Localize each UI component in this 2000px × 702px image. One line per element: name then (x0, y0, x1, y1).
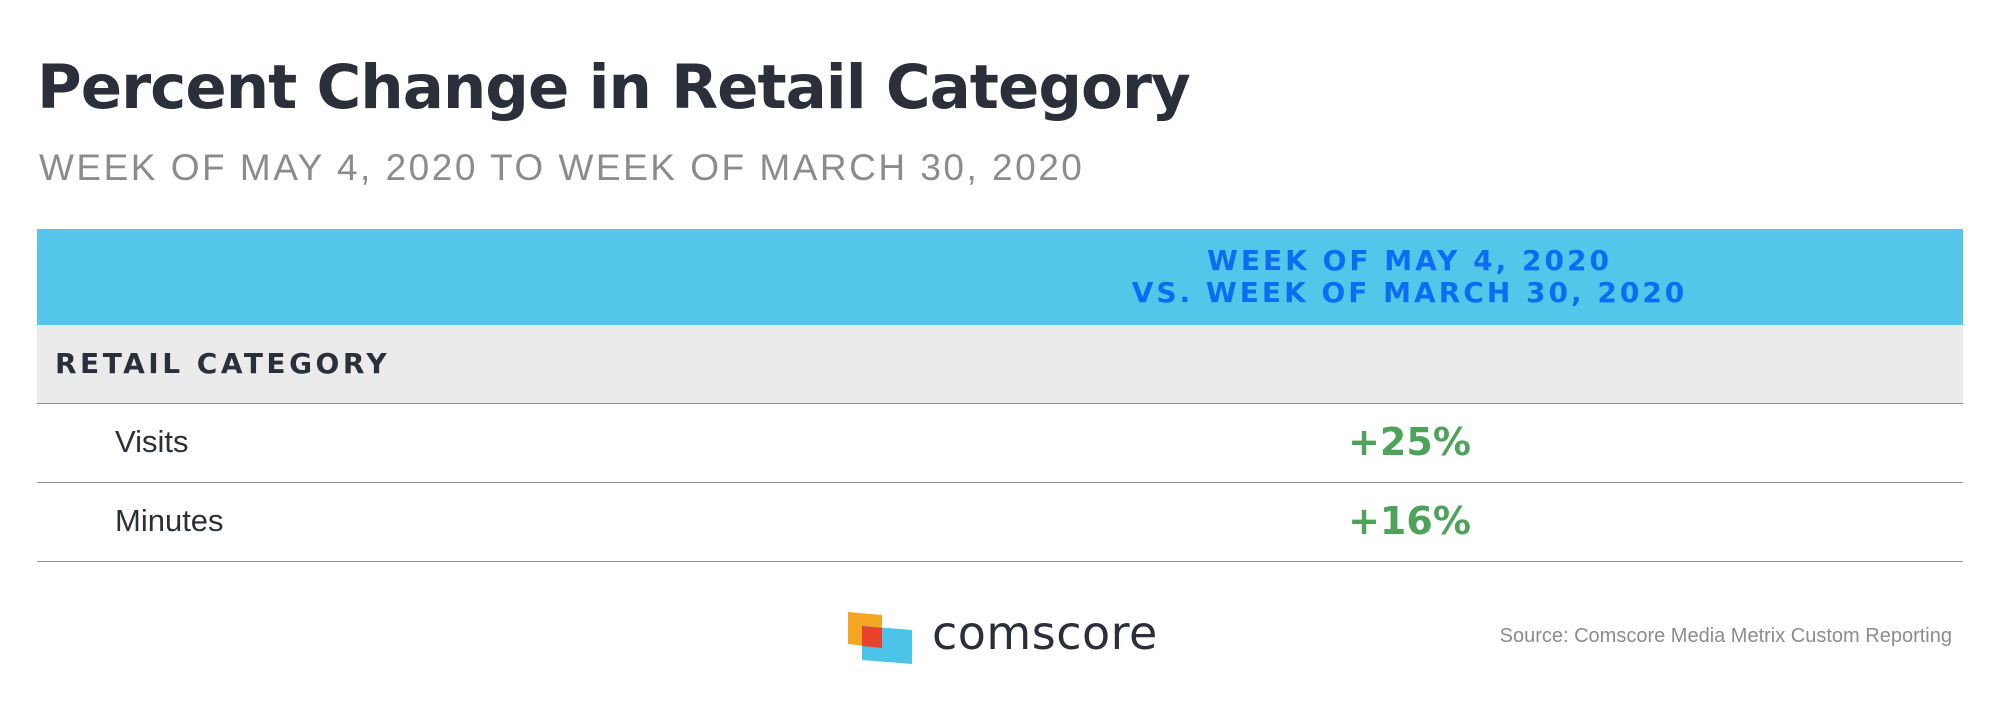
row-label-minutes: Minutes (115, 503, 224, 538)
brand-wordmark: comscore (932, 606, 1158, 660)
column-header-line-1: WEEK OF MAY 4, 2020 (1207, 244, 1612, 277)
logo-red-shape (862, 626, 882, 648)
table-row: Visits +25% (37, 404, 1963, 483)
retail-table: WEEK OF MAY 4, 2020 VS. WEEK OF MARCH 30… (37, 229, 1963, 562)
row-label-visits: Visits (115, 424, 189, 459)
chart-title: Percent Change in Retail Category (37, 52, 1191, 123)
category-label: RETAIL CATEGORY (55, 347, 391, 380)
table-row: Minutes +16% (37, 483, 1963, 562)
source-note: Source: Comscore Media Metrix Custom Rep… (1499, 625, 1952, 647)
row-value-visits: +25% (1348, 420, 1471, 464)
category-row: RETAIL CATEGORY (37, 325, 1963, 404)
row-value-minutes: +16% (1348, 499, 1471, 543)
comscore-logo-icon (848, 612, 912, 664)
column-header-line-2: VS. WEEK OF MARCH 30, 2020 (1131, 276, 1688, 309)
table-header-row: WEEK OF MAY 4, 2020 VS. WEEK OF MARCH 30… (37, 229, 1963, 325)
column-header: WEEK OF MAY 4, 2020 VS. WEEK OF MARCH 30… (1082, 245, 1737, 309)
chart-subtitle: WEEK OF MAY 4, 2020 TO WEEK OF MARCH 30,… (39, 147, 1085, 188)
